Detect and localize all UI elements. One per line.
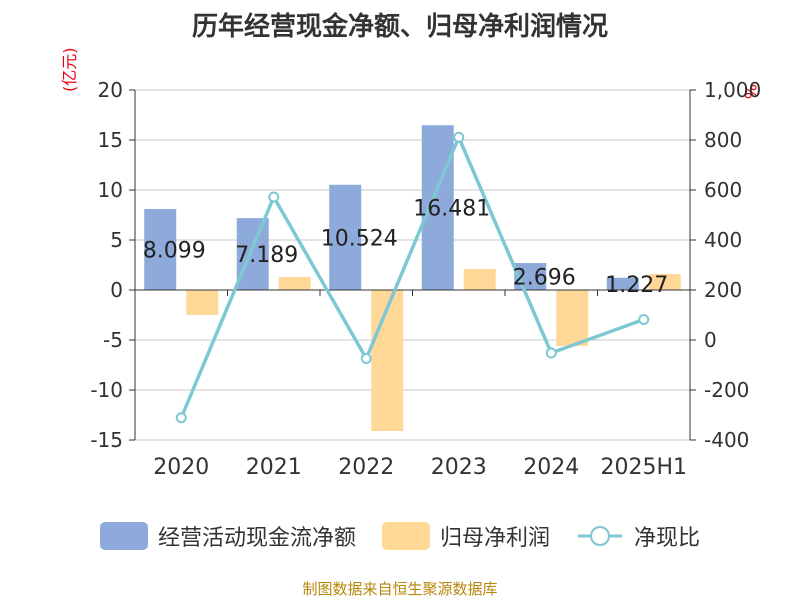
- left-tick-label: 20: [98, 78, 123, 102]
- bar-net-profit: [556, 290, 589, 346]
- legend-swatch-ocf: [99, 522, 148, 550]
- bar-ocf-data-label: 1.227: [605, 273, 668, 298]
- bar-net-profit: [186, 290, 219, 315]
- right-tick-label: 800: [704, 128, 742, 152]
- left-tick-label: -15: [90, 428, 123, 452]
- legend-item-ocf[interactable]: 经营活动现金流净额: [99, 520, 356, 552]
- x-tick-label: 2023: [431, 455, 487, 480]
- bar-net-profit: [371, 290, 404, 431]
- left-tick-label: 5: [110, 228, 123, 252]
- right-tick-label: -200: [704, 378, 749, 402]
- bar-ocf-data-label: 10.524: [321, 226, 398, 251]
- legend-item-ratio[interactable]: 净现比: [576, 520, 700, 552]
- right-tick-label: 200: [704, 278, 742, 302]
- bar-ocf: [144, 209, 177, 290]
- ratio-point: [360, 353, 372, 364]
- bar-net-profit: [463, 269, 496, 290]
- bar-ocf-data-label: 16.481: [413, 197, 490, 222]
- ratio-point: [638, 314, 650, 325]
- bar-ocf-data-label: 2.696: [513, 266, 576, 291]
- right-tick-label: 1,000: [704, 78, 761, 102]
- right-tick-label: 600: [704, 178, 742, 202]
- right-tick-label: -400: [704, 428, 749, 452]
- left-tick-label: 0: [110, 278, 123, 302]
- x-tick-label: 2024: [523, 455, 579, 480]
- chart-title: 历年经营现金净额、归母净利润情况: [191, 12, 608, 42]
- left-tick-label: -5: [103, 328, 123, 352]
- ratio-point: [545, 347, 557, 359]
- right-tick-label: 0: [704, 328, 717, 352]
- legend-line-ratio-icon: [578, 526, 622, 546]
- bar-ocf-data-label: 8.099: [143, 239, 206, 264]
- legend-item-np[interactable]: 归母净利润: [381, 520, 550, 552]
- bar-ocf: [236, 218, 269, 290]
- bar-net-profit: [278, 277, 311, 290]
- legend-line-marker: [590, 526, 610, 546]
- source-note: 制图数据来自恒生聚源数据库: [302, 580, 498, 598]
- ratio-point: [453, 131, 465, 143]
- legend-label-ratio: 净现比: [634, 526, 701, 551]
- left-tick-label: -10: [90, 378, 123, 402]
- legend-swatch-np: [381, 522, 430, 550]
- legend-label-ocf: 经营活动现金流净额: [157, 526, 356, 551]
- ratio-point: [175, 412, 187, 424]
- right-tick-label: 400: [704, 228, 742, 252]
- bar-ocf: [421, 125, 454, 290]
- ratio-point: [268, 191, 280, 203]
- x-tick-label: 2022: [338, 455, 394, 480]
- left-tick-label: 10: [98, 178, 123, 202]
- x-tick-label: 2025H1: [600, 455, 687, 480]
- ratio-line: [179, 135, 645, 419]
- x-tick-label: 2020: [153, 455, 209, 480]
- bar-net-profit: [648, 274, 681, 290]
- left-tick-label: 15: [98, 128, 123, 152]
- bar-ocf: [329, 184, 362, 290]
- bar-ocf: [606, 277, 639, 290]
- x-tick-label: 2021: [246, 455, 302, 480]
- bar-ocf-data-label: 7.189: [235, 243, 298, 268]
- legend-label-np: 归母净利润: [439, 526, 550, 551]
- legend: 经营活动现金流净额 归母净利润 净现比: [0, 518, 800, 554]
